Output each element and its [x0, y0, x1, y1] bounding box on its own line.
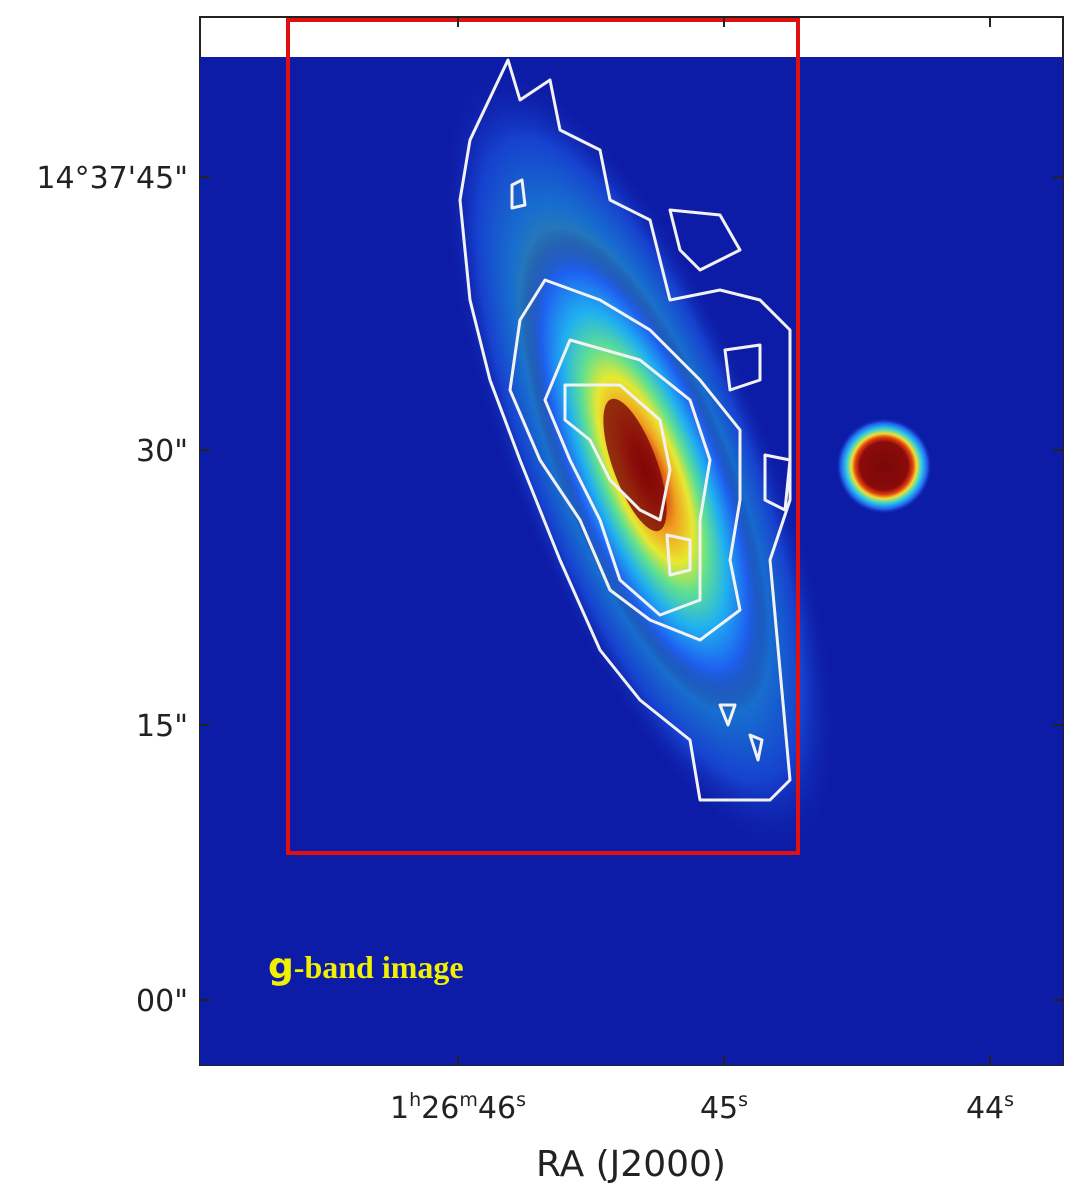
tick-part: m	[459, 1089, 478, 1111]
x-tick-label: 44s	[966, 1089, 1014, 1126]
x-tick-label: 45s	[700, 1089, 748, 1126]
contours	[458, 58, 792, 802]
selection-box	[286, 18, 800, 855]
x-axis-label: RA (J2000)	[536, 1144, 726, 1185]
tick-part: s	[516, 1089, 526, 1111]
y-tick-label: 14°37'45"	[36, 161, 188, 196]
annotation-rest: -band image	[294, 949, 464, 985]
tick-part: s	[738, 1089, 748, 1111]
tick-part: h	[409, 1089, 421, 1111]
y-tick-label: 15"	[136, 709, 188, 744]
y-tick-label: 30"	[136, 434, 188, 469]
tick-part: 1	[390, 1091, 409, 1126]
sky-image	[200, 57, 1063, 1065]
x-tick-label: 1h26m46s	[390, 1089, 526, 1126]
tick-part: 45	[700, 1091, 738, 1126]
tick-part: 26	[421, 1091, 459, 1126]
tick-part: s	[1004, 1089, 1014, 1111]
tick-part: 46	[478, 1091, 516, 1126]
annotation-g: g	[268, 946, 294, 987]
y-tick-label: 00"	[136, 984, 188, 1019]
annotation: g-band image	[268, 946, 464, 987]
tick-part: 44	[966, 1091, 1004, 1126]
